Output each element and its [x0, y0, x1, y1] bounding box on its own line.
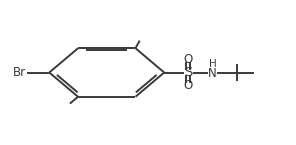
Text: H: H: [209, 59, 216, 69]
Text: S: S: [184, 66, 193, 79]
Text: N: N: [208, 67, 217, 80]
Text: Br: Br: [13, 66, 26, 79]
Text: O: O: [184, 53, 193, 66]
Text: O: O: [184, 79, 193, 92]
